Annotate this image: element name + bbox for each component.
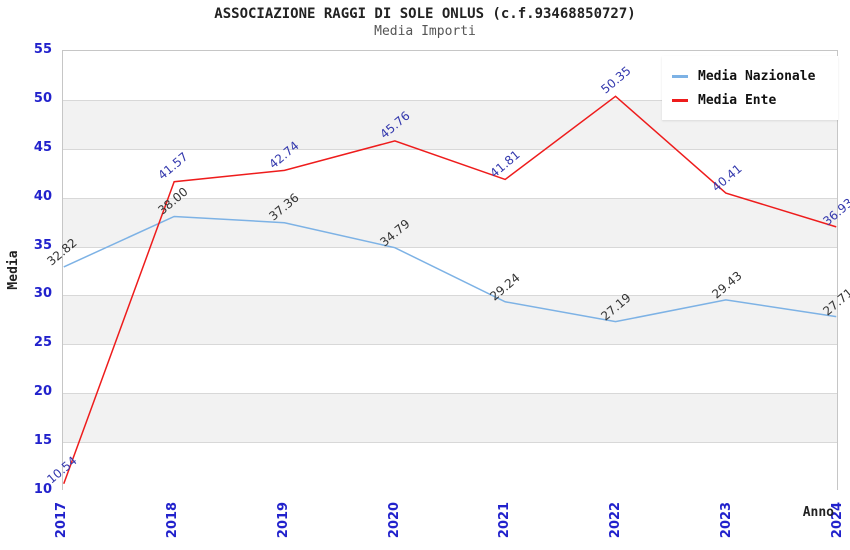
y-tick-label: 35 <box>33 237 52 253</box>
legend-label-media-nazionale: Media Nazionale <box>698 68 816 84</box>
y-tick-label: 55 <box>33 42 52 57</box>
x-tick-label: 2019 <box>275 501 291 539</box>
line-media-ente <box>63 95 837 484</box>
legend: Media Nazionale Media Ente <box>662 56 838 120</box>
chart-title: ASSOCIAZIONE RAGGI DI SOLE ONLUS (c.f.93… <box>214 6 636 22</box>
gridline <box>63 246 837 248</box>
x-tick-label: 2023 <box>719 501 735 539</box>
gridline <box>63 295 837 297</box>
legend-item-media-nazionale: Media Nazionale <box>672 64 828 88</box>
x-tick-label: 2017 <box>54 501 69 539</box>
chart-subtitle: Media Importi <box>374 24 476 39</box>
plot-band <box>63 246 837 296</box>
series-lines <box>63 95 837 484</box>
gridline <box>63 393 837 395</box>
gridline <box>63 148 837 150</box>
y-tick-label: 45 <box>33 139 52 155</box>
x-tick-label: 2022 <box>608 501 624 539</box>
y-tick-label: 25 <box>33 335 52 351</box>
legend-item-media-ente: Media Ente <box>672 88 828 112</box>
gridline <box>63 99 837 101</box>
x-tick-label: 2018 <box>164 501 180 539</box>
y-tick-label: 10 <box>33 482 52 497</box>
y-tick-label: 30 <box>33 286 52 302</box>
y-tick-label: 15 <box>33 433 52 449</box>
y-tick-label: 50 <box>33 90 52 106</box>
gridline <box>63 344 837 346</box>
gridline <box>63 442 837 444</box>
x-axis-title: Anno <box>802 505 834 520</box>
plot-band <box>63 197 837 247</box>
plot-band <box>63 344 837 394</box>
plot-area <box>62 50 838 491</box>
y-tick-label: 20 <box>33 384 52 400</box>
plot-band <box>63 148 837 198</box>
plot-band <box>63 442 837 491</box>
legend-line-swatch-media-ente <box>672 98 688 102</box>
y-tick-label: 40 <box>33 188 52 204</box>
line-media-nazionale <box>63 215 837 323</box>
x-tick-label: 2020 <box>386 501 402 539</box>
gridline <box>63 197 837 199</box>
plot-band <box>63 393 837 443</box>
legend-label-media-ente: Media Ente <box>698 92 777 108</box>
legend-line-swatch-media-nazionale <box>672 74 688 78</box>
x-tick-label: 2021 <box>497 501 513 539</box>
